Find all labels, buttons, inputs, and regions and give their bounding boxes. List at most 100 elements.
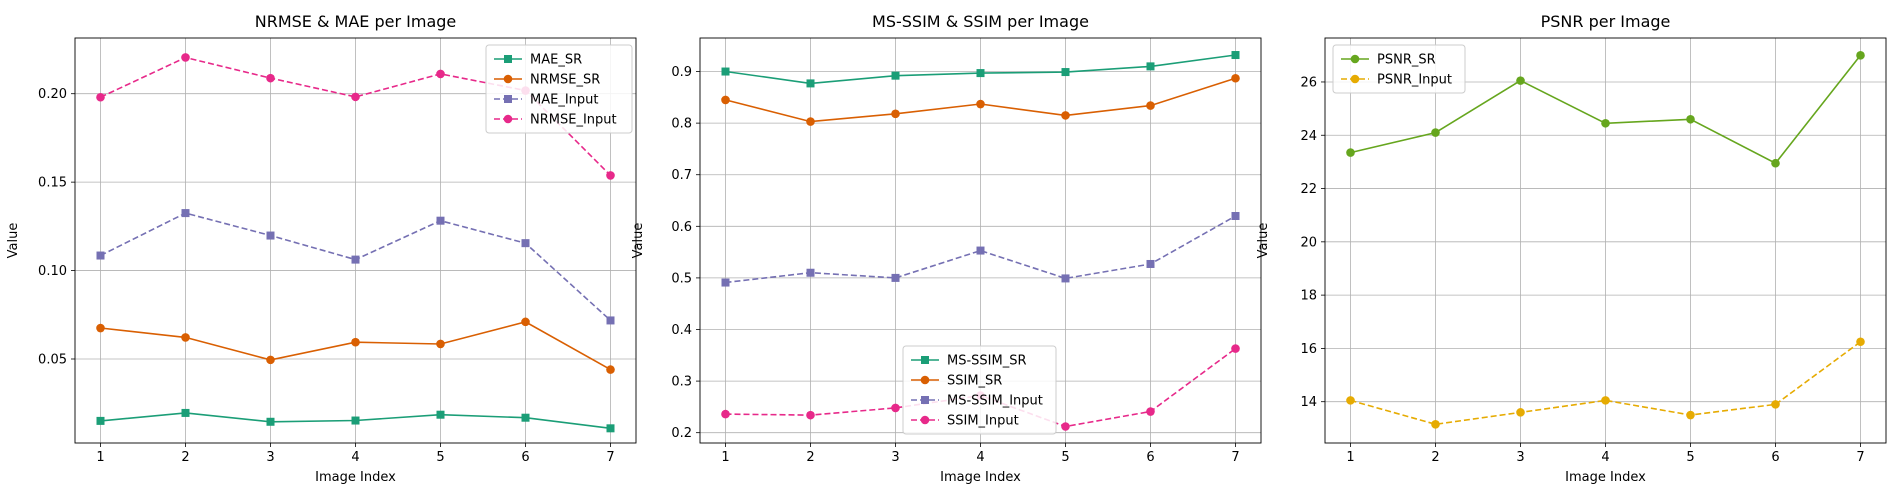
data-point (96, 416, 105, 425)
data-point (606, 316, 615, 325)
x-tick-label: 4 (976, 450, 984, 465)
x-tick-label: 2 (806, 450, 814, 465)
data-point (721, 67, 730, 76)
data-point (606, 171, 615, 180)
data-point (266, 73, 275, 83)
chart-panel-2: 1 2 3 4 5 6 7 0.2 0.3 0.4 0.5 0.6 0.7 0.8 0.9 MS-SSIM &… (631, 12, 1262, 485)
chart-title: NRMSE & MAE per Image (255, 12, 457, 31)
y-tick-label: 0.8 (671, 117, 692, 132)
data-point (1146, 259, 1155, 268)
y-tick-label: 16 (1300, 342, 1317, 357)
data-point (1061, 274, 1070, 283)
data-point (521, 239, 530, 248)
data-point (96, 251, 105, 260)
y-tick-label: 0.15 (38, 176, 67, 191)
data-point (1346, 396, 1355, 405)
legend-label: MS-SSIM_Input (947, 394, 1043, 409)
data-point (1231, 211, 1240, 220)
data-point (891, 273, 900, 282)
y-tick-label: 0.3 (671, 375, 692, 390)
legend-marker (1350, 74, 1360, 84)
data-point (436, 339, 445, 349)
data-point (721, 95, 730, 105)
y-tick-label: 26 (1300, 75, 1317, 90)
x-tick-label: 4 (351, 450, 359, 465)
x-tick-label: 7 (1856, 450, 1864, 465)
legend-marker (920, 375, 930, 385)
data-point (1771, 400, 1780, 409)
legend-marker (503, 114, 513, 124)
data-point (1231, 73, 1240, 83)
y-tick-label: 18 (1300, 289, 1317, 304)
y-tick-label: 0.05 (38, 352, 67, 367)
y-axis-label: Value (631, 223, 646, 259)
chart-title: PSNR per Image (1541, 12, 1671, 31)
data-point (606, 424, 615, 433)
data-point (1346, 148, 1355, 157)
y-axis-label: Value (1256, 223, 1271, 259)
y-tick-label: 0.10 (38, 264, 67, 279)
data-point (721, 409, 730, 419)
x-tick-label: 1 (1346, 450, 1354, 465)
legend-label: SSIM_SR (947, 374, 1002, 389)
data-point (1231, 51, 1240, 60)
data-point (1516, 408, 1525, 417)
legend: PSNR_SR PSNR_Input (1332, 44, 1466, 94)
data-point (266, 417, 275, 426)
x-tick-label: 2 (181, 450, 189, 465)
x-tick-label: 4 (1601, 450, 1609, 465)
legend-label: SSIM_Input (947, 414, 1019, 429)
data-point (606, 365, 615, 374)
x-tick-label: 5 (1686, 450, 1694, 465)
legend-marker (921, 356, 929, 364)
y-tick-label: 24 (1300, 129, 1317, 144)
x-axis-label: Image Index (315, 470, 396, 485)
legend-marker (1350, 54, 1360, 64)
x-tick-label: 3 (1516, 450, 1524, 465)
legend-label: PSNR_Input (1377, 73, 1452, 88)
chart-title: MS-SSIM & SSIM per Image (872, 12, 1089, 31)
x-tick-label: 7 (606, 450, 614, 465)
y-tick-label: 0.7 (671, 168, 692, 183)
data-point (266, 231, 275, 240)
legend-label: MS-SSIM_SR (947, 354, 1027, 369)
data-point (521, 317, 530, 327)
data-point (1686, 410, 1695, 420)
legend-box (902, 345, 1057, 435)
data-point (891, 109, 900, 119)
data-point (806, 117, 815, 126)
data-point (806, 79, 815, 88)
data-point (976, 69, 985, 78)
data-point (351, 337, 360, 347)
data-point (721, 278, 730, 287)
data-point (1771, 158, 1780, 168)
legend-marker (921, 396, 929, 404)
data-point (891, 403, 900, 413)
y-tick-label: 0.2 (671, 426, 692, 441)
data-point (976, 246, 985, 255)
x-tick-label: 6 (1771, 450, 1779, 465)
legend-label: MAE_Input (530, 93, 599, 108)
data-point (891, 71, 900, 80)
y-tick-label: 0.4 (671, 323, 692, 338)
x-tick-label: 5 (436, 450, 444, 465)
y-tick-label: 0.6 (671, 220, 692, 235)
y-tick-label: 0.20 (38, 87, 67, 102)
x-tick-label: 3 (891, 450, 899, 465)
data-point (266, 355, 275, 365)
data-point (1146, 62, 1155, 71)
data-point (1856, 51, 1865, 60)
y-tick-label: 20 (1300, 235, 1317, 250)
x-tick-label: 1 (721, 450, 729, 465)
x-tick-label: 3 (266, 450, 274, 465)
data-point (181, 408, 190, 417)
data-point (1856, 337, 1865, 347)
data-point (1061, 422, 1070, 431)
x-tick-label: 2 (1431, 450, 1439, 465)
legend-marker (504, 55, 512, 63)
data-point (351, 416, 360, 425)
data-point (521, 413, 530, 422)
data-point (1146, 101, 1155, 110)
y-tick-label: 0.5 (671, 271, 692, 286)
data-point (806, 410, 815, 420)
